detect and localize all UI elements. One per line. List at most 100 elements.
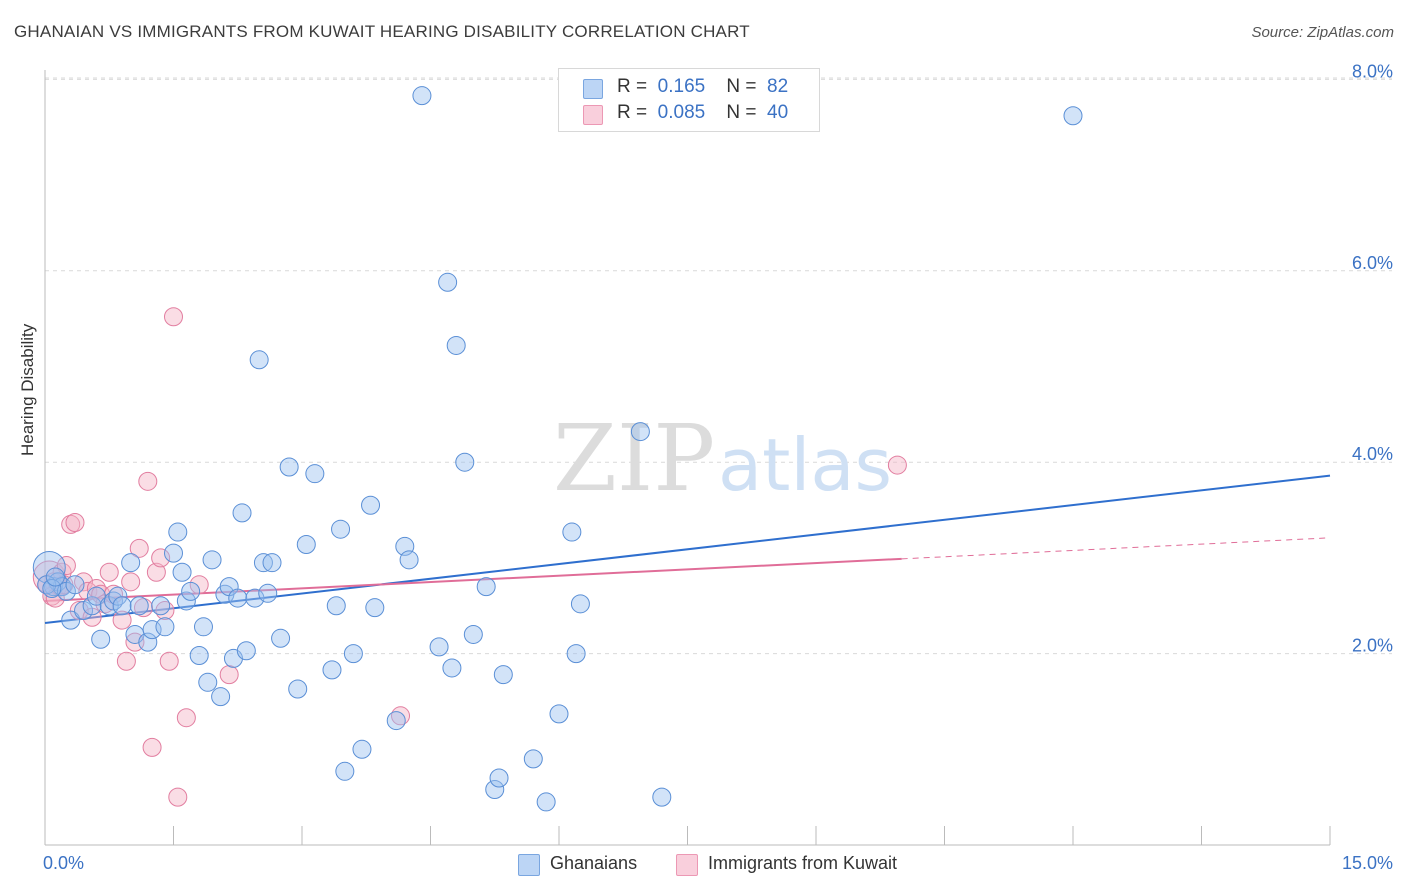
data-point [288,679,308,699]
data-point [198,672,218,692]
legend-swatch [518,854,540,876]
data-point [121,553,141,573]
series-legend: Ghanaians Immigrants from Kuwait [0,852,1406,876]
data-point [168,787,188,807]
data-point [455,452,475,472]
data-point [249,350,269,370]
data-point [442,658,462,678]
x-tick-label: 0.0% [43,853,84,873]
data-point [305,464,325,484]
data-point [566,644,586,664]
y-tick-label: 6.0% [1352,253,1393,273]
y-tick-label: 8.0% [1352,61,1393,81]
data-point [168,522,188,542]
data-point [523,749,543,769]
trend-line-extension [901,537,1331,560]
data-point [258,583,278,603]
data-point [164,307,183,327]
data-point [493,665,513,685]
watermark-atlas: atlas [718,423,892,507]
data-point [570,594,590,614]
stats-legend: R = 0.165 N = 82 R = 0.085 N = 40 [558,68,820,132]
data-point [112,596,132,616]
x-tick-label: 15.0% [1342,853,1393,873]
data-point [412,86,432,106]
data-points [32,86,1083,812]
data-point [176,591,196,611]
data-point [630,422,650,442]
data-point [485,779,505,799]
data-point [228,588,248,608]
data-point [489,768,509,788]
data-point [343,644,363,664]
data-point [446,335,466,355]
data-point [279,457,299,477]
data-point [549,704,569,724]
data-point [142,737,162,757]
data-point [326,596,346,616]
data-point [82,596,102,616]
tick-labels: 2.0% 4.0% 6.0% 8.0% 0.0% 15.0% [43,61,1393,873]
data-point [151,596,171,616]
data-point [164,543,183,563]
data-point [365,598,385,618]
data-point [138,471,158,491]
data-point [1063,106,1083,126]
source-credit: Source: ZipAtlas.com [1251,24,1394,41]
data-point [65,512,85,532]
data-point [211,687,231,707]
trend-line [44,474,1331,624]
legend-swatch [676,854,698,876]
data-point [151,548,171,568]
data-point [181,581,201,601]
data-point [112,610,132,630]
data-point [476,577,496,597]
data-point [146,562,166,582]
data-point [91,629,111,649]
legend-label: Immigrants from Kuwait [708,853,898,873]
y-axis-label: Hearing Disability [18,323,37,456]
data-point [296,535,316,555]
data-point [262,553,282,573]
data-point [361,495,381,515]
trend-line [44,557,902,602]
data-point [189,646,209,666]
data-point [155,617,175,637]
watermark: ZIP atlas [553,405,892,512]
y-tick-label: 2.0% [1352,636,1393,656]
y-tick-label: 4.0% [1352,444,1393,464]
data-point [99,562,119,582]
data-point [172,562,192,582]
data-point [65,575,85,595]
data-point [74,601,94,621]
data-point [562,522,582,542]
data-point [438,272,458,292]
data-point [42,579,62,599]
data-point [193,617,213,637]
data-point [129,538,149,558]
trend-lines [44,474,1331,624]
legend-swatch [583,79,603,99]
data-point [335,761,355,781]
data-point [236,641,256,661]
data-point [652,787,672,807]
data-point [142,620,162,640]
data-point [121,572,141,592]
data-point [45,567,65,587]
data-point [386,711,406,731]
data-point [219,665,239,685]
data-point [116,651,136,671]
data-point [108,586,128,606]
legend-swatch [583,105,603,125]
axes [44,70,1331,846]
watermark-zip: ZIP [553,405,715,512]
chart-title: GHANAIAN VS IMMIGRANTS FROM KUWAIT HEARI… [14,22,750,41]
data-point [202,550,222,570]
data-point [331,519,351,539]
data-point [61,610,81,630]
data-point [887,455,907,475]
data-point [536,792,556,812]
legend-stats-text: R = 0.085 N = 40 [617,102,789,123]
data-point [463,624,483,644]
